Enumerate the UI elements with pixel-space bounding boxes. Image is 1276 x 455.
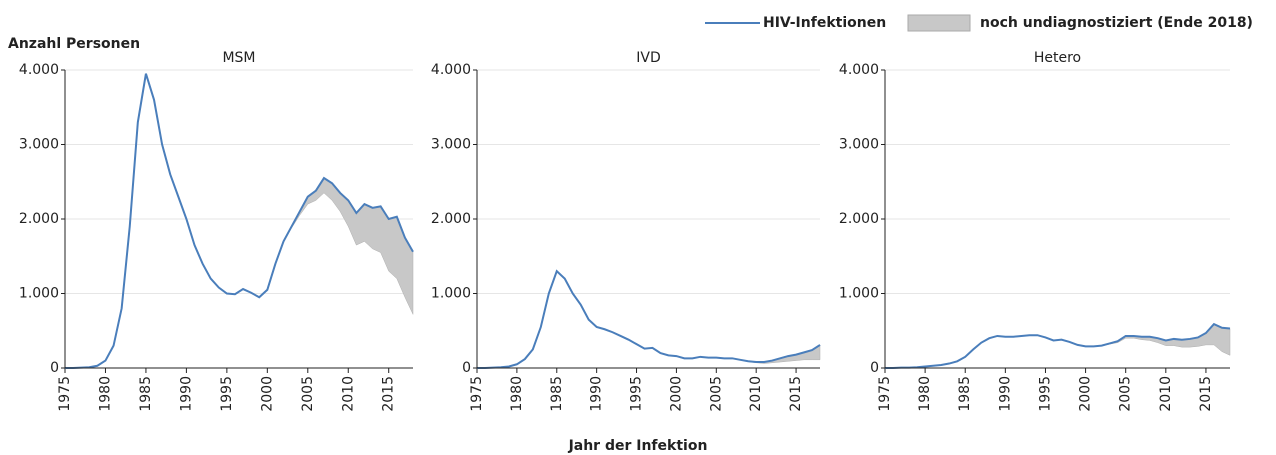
hiv-line: [885, 322, 1231, 369]
x-tick-label: 2005: [1118, 376, 1134, 412]
x-tick-label: 1985: [549, 376, 565, 412]
undiagnosed-band: [1085, 323, 1231, 356]
y-tick-label: 1.000: [839, 286, 879, 302]
legend-label: HIV-Infektionen: [763, 15, 886, 31]
y-tick-label: 2.000: [19, 211, 59, 227]
y-tick-label: 1.000: [431, 286, 471, 302]
x-tick-label: 2010: [748, 376, 764, 412]
y-axis-label: Anzahl Personen: [8, 36, 140, 52]
x-tick-label: 2005: [708, 376, 724, 412]
hiv-line: [477, 269, 821, 369]
y-tick-label: 0: [870, 360, 879, 376]
panel-title: MSM: [222, 50, 255, 66]
x-tick-label: 1980: [97, 376, 113, 412]
x-tick-label: 1975: [57, 376, 73, 412]
x-tick-label: 1995: [1037, 376, 1053, 412]
legend-label: noch undiagnostiziert (Ende 2018): [980, 15, 1253, 31]
y-tick-label: 2.000: [839, 211, 879, 227]
y-tick-label: 0: [462, 360, 471, 376]
x-tick-label: 2000: [1078, 376, 1094, 412]
x-tick-label: 1980: [509, 376, 525, 412]
x-tick-label: 1990: [589, 376, 605, 412]
x-tick-label: 2000: [259, 376, 275, 412]
x-tick-label: 2015: [381, 376, 397, 412]
panel-title: IVD: [636, 50, 661, 66]
y-tick-label: 4.000: [431, 62, 471, 78]
panel-title: Hetero: [1034, 50, 1081, 66]
legend-band-swatch: [907, 14, 971, 32]
y-tick-label: 3.000: [431, 137, 471, 153]
x-tick-label: 1995: [629, 376, 645, 412]
y-tick-label: 0: [50, 360, 59, 376]
x-tick-label: 2010: [1158, 376, 1174, 412]
x-tick-label: 2015: [788, 376, 804, 412]
x-tick-label: 1990: [178, 376, 194, 412]
x-tick-label: 1980: [917, 376, 933, 412]
hiv-line: [65, 73, 414, 369]
y-tick-label: 2.000: [431, 211, 471, 227]
x-tick-label: 1990: [997, 376, 1013, 412]
x-tick-label: 2005: [300, 376, 316, 412]
x-tick-label: 1985: [957, 376, 973, 412]
y-tick-label: 4.000: [839, 62, 879, 78]
x-tick-label: 2000: [668, 376, 684, 412]
x-tick-label: 1975: [877, 376, 893, 412]
y-tick-label: 3.000: [19, 137, 59, 153]
y-tick-label: 1.000: [19, 286, 59, 302]
x-tick-label: 1985: [138, 376, 154, 412]
x-tick-label: 1995: [219, 376, 235, 412]
y-tick-label: 4.000: [19, 62, 59, 78]
y-tick-label: 3.000: [839, 137, 879, 153]
x-tick-label: 2015: [1198, 376, 1214, 412]
x-axis-label: Jahr der Infektion: [568, 438, 708, 454]
x-tick-label: 1975: [469, 376, 485, 412]
x-tick-label: 2010: [340, 376, 356, 412]
